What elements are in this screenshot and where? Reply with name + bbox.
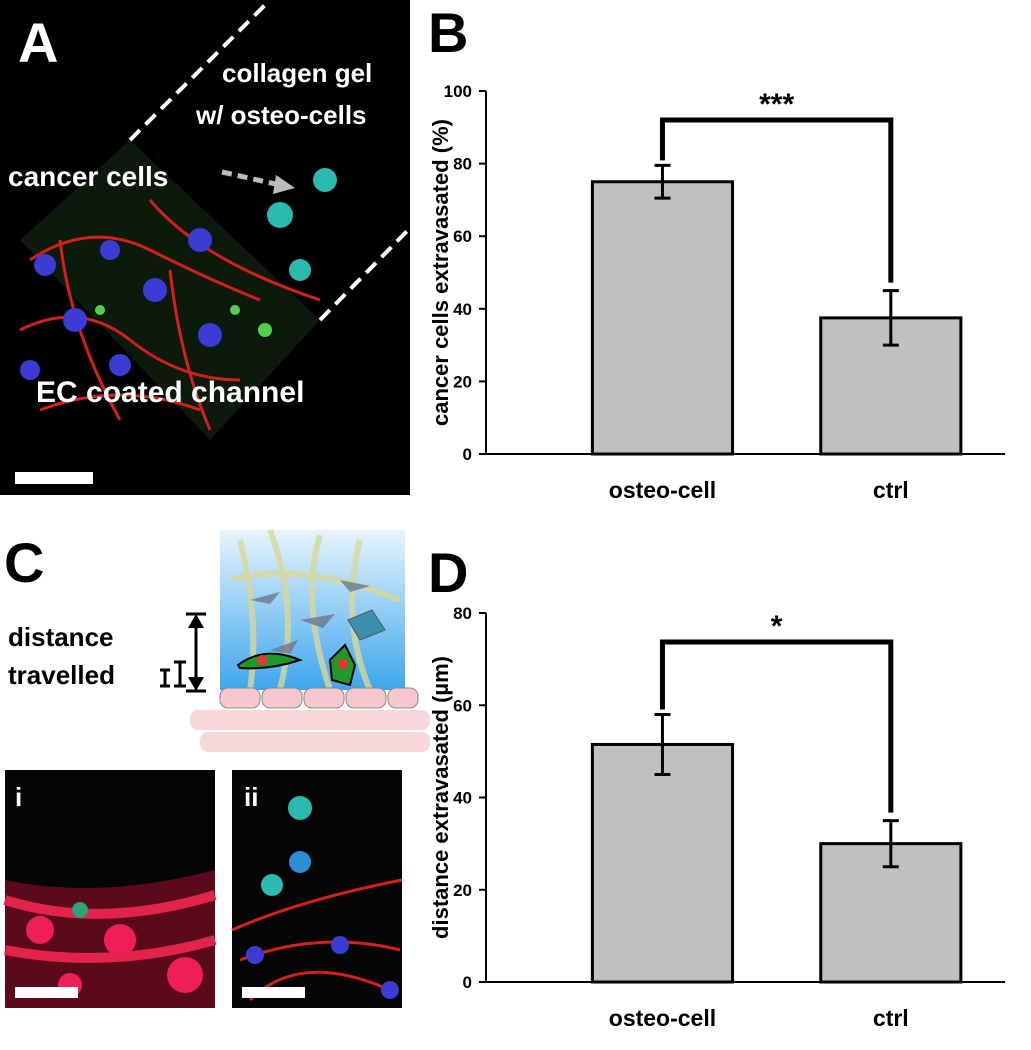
significance-label: *** <box>759 88 794 121</box>
error-bar <box>654 712 671 776</box>
micrograph-ii <box>231 770 403 1008</box>
y-tick-label: 60 <box>453 227 472 246</box>
annotation: collagen gel <box>222 58 372 88</box>
error-bar <box>882 819 899 869</box>
significance-label: * <box>771 610 783 643</box>
x-tick-label: osteo-cell <box>609 477 716 503</box>
micrograph-i <box>3 770 217 1008</box>
annotation: EC coated channel <box>36 376 304 409</box>
y-tick-label: 20 <box>453 372 472 391</box>
y-tick-label: 40 <box>453 789 472 808</box>
y-tick-label: 80 <box>453 155 472 174</box>
x-tick-label: ctrl <box>873 1005 909 1031</box>
panel-letter: B <box>428 1 468 64</box>
annotation: cancer cells <box>8 161 168 192</box>
y-tick-label: 0 <box>463 973 472 992</box>
panel-letter: D <box>428 541 468 604</box>
schematic <box>160 528 430 752</box>
error-bar <box>654 163 671 200</box>
y-tick-label: 80 <box>453 604 472 623</box>
x-tick-label: osteo-cell <box>609 1005 716 1031</box>
annotation: w/ osteo-cells <box>195 100 367 130</box>
image-label: ii <box>244 782 258 812</box>
y-tick-label: 60 <box>453 696 472 715</box>
significance-bracket <box>659 117 894 283</box>
image-label: i <box>15 782 22 812</box>
y-axis-label: cancer cells extravasated (%) <box>428 119 453 426</box>
y-tick-label: 40 <box>453 300 472 319</box>
y-tick-label: 0 <box>463 445 472 464</box>
y-axis-label: distance extravasated (µm) <box>428 656 453 939</box>
error-bar <box>882 289 899 347</box>
bar <box>590 180 735 456</box>
annotation: travelled <box>8 660 115 690</box>
micrograph-a <box>0 0 412 495</box>
bar <box>590 742 735 984</box>
annotation: distance <box>8 622 114 652</box>
significance-bracket <box>659 639 894 813</box>
y-tick-label: 20 <box>453 881 472 900</box>
y-tick-label: 100 <box>444 82 472 101</box>
x-tick-label: ctrl <box>873 477 909 503</box>
panel-letter: C <box>4 531 44 594</box>
panel-letter: A <box>18 11 58 74</box>
